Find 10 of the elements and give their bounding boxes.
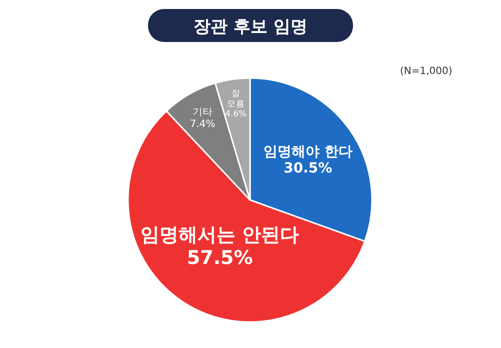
chart-title: 장관 후보 임명 — [194, 17, 308, 37]
text: (N=1,000) — [400, 66, 452, 77]
data-label: 7.4% — [190, 118, 216, 130]
slice-label: 기타 — [192, 106, 213, 118]
slice-label: 임명해서는 안된다 — [140, 224, 300, 246]
slice-label: 잘 모름 — [226, 89, 245, 110]
data-label: 30.5% — [284, 160, 332, 177]
data-label: 4.6% — [225, 110, 247, 120]
data-label: 57.5% — [186, 246, 253, 269]
slice-label: 임명해야 한다 — [263, 144, 352, 160]
